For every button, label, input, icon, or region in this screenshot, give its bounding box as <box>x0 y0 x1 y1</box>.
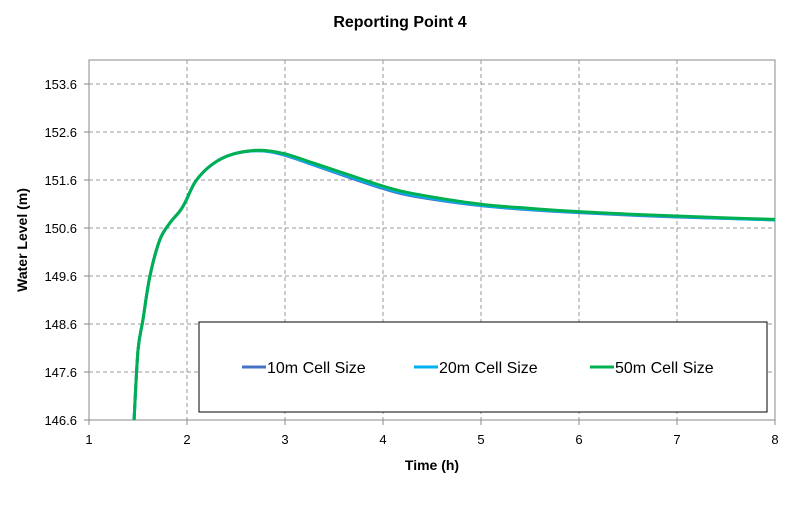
x-tick-label: 4 <box>379 432 386 447</box>
x-tick-label: 6 <box>575 432 582 447</box>
legend-label-3: 50m Cell Size <box>615 360 714 377</box>
x-tick-label: 5 <box>477 432 484 447</box>
x-ticks: 1 2 3 4 5 6 7 8 <box>85 420 779 447</box>
y-tick-label: 149.6 <box>44 269 77 284</box>
x-axis-label: Time (h) <box>405 457 459 473</box>
x-tick-label: 1 <box>85 432 92 447</box>
legend-label-2: 20m Cell Size <box>439 360 538 377</box>
x-tick-label: 7 <box>673 432 680 447</box>
x-tick-label: 8 <box>771 432 778 447</box>
y-tick-label: 146.6 <box>44 413 77 428</box>
y-tick-label: 152.6 <box>44 125 77 140</box>
y-tick-label: 151.6 <box>44 173 77 188</box>
y-tick-label: 148.6 <box>44 317 77 332</box>
y-tick-label: 147.6 <box>44 365 77 380</box>
chart-title: Reporting Point 4 <box>333 14 466 31</box>
series-lines <box>132 148 776 421</box>
legend-label-1: 10m Cell Size <box>267 360 366 377</box>
x-tick-label: 2 <box>183 432 190 447</box>
y-tick-label: 153.6 <box>44 77 77 92</box>
legend-box <box>198 321 768 413</box>
x-tick-label: 3 <box>281 432 288 447</box>
y-axis-label: Water Level (m) <box>14 188 30 292</box>
y-tick-label: 150.6 <box>44 221 77 236</box>
y-ticks: 146.6 147.6 148.6 149.6 150.6 151.6 152.6 153.6 <box>44 77 89 428</box>
legend: 10m Cell Size 20m Cell Size 50m Cell Size <box>198 321 768 413</box>
series-line-3 <box>132 148 776 421</box>
